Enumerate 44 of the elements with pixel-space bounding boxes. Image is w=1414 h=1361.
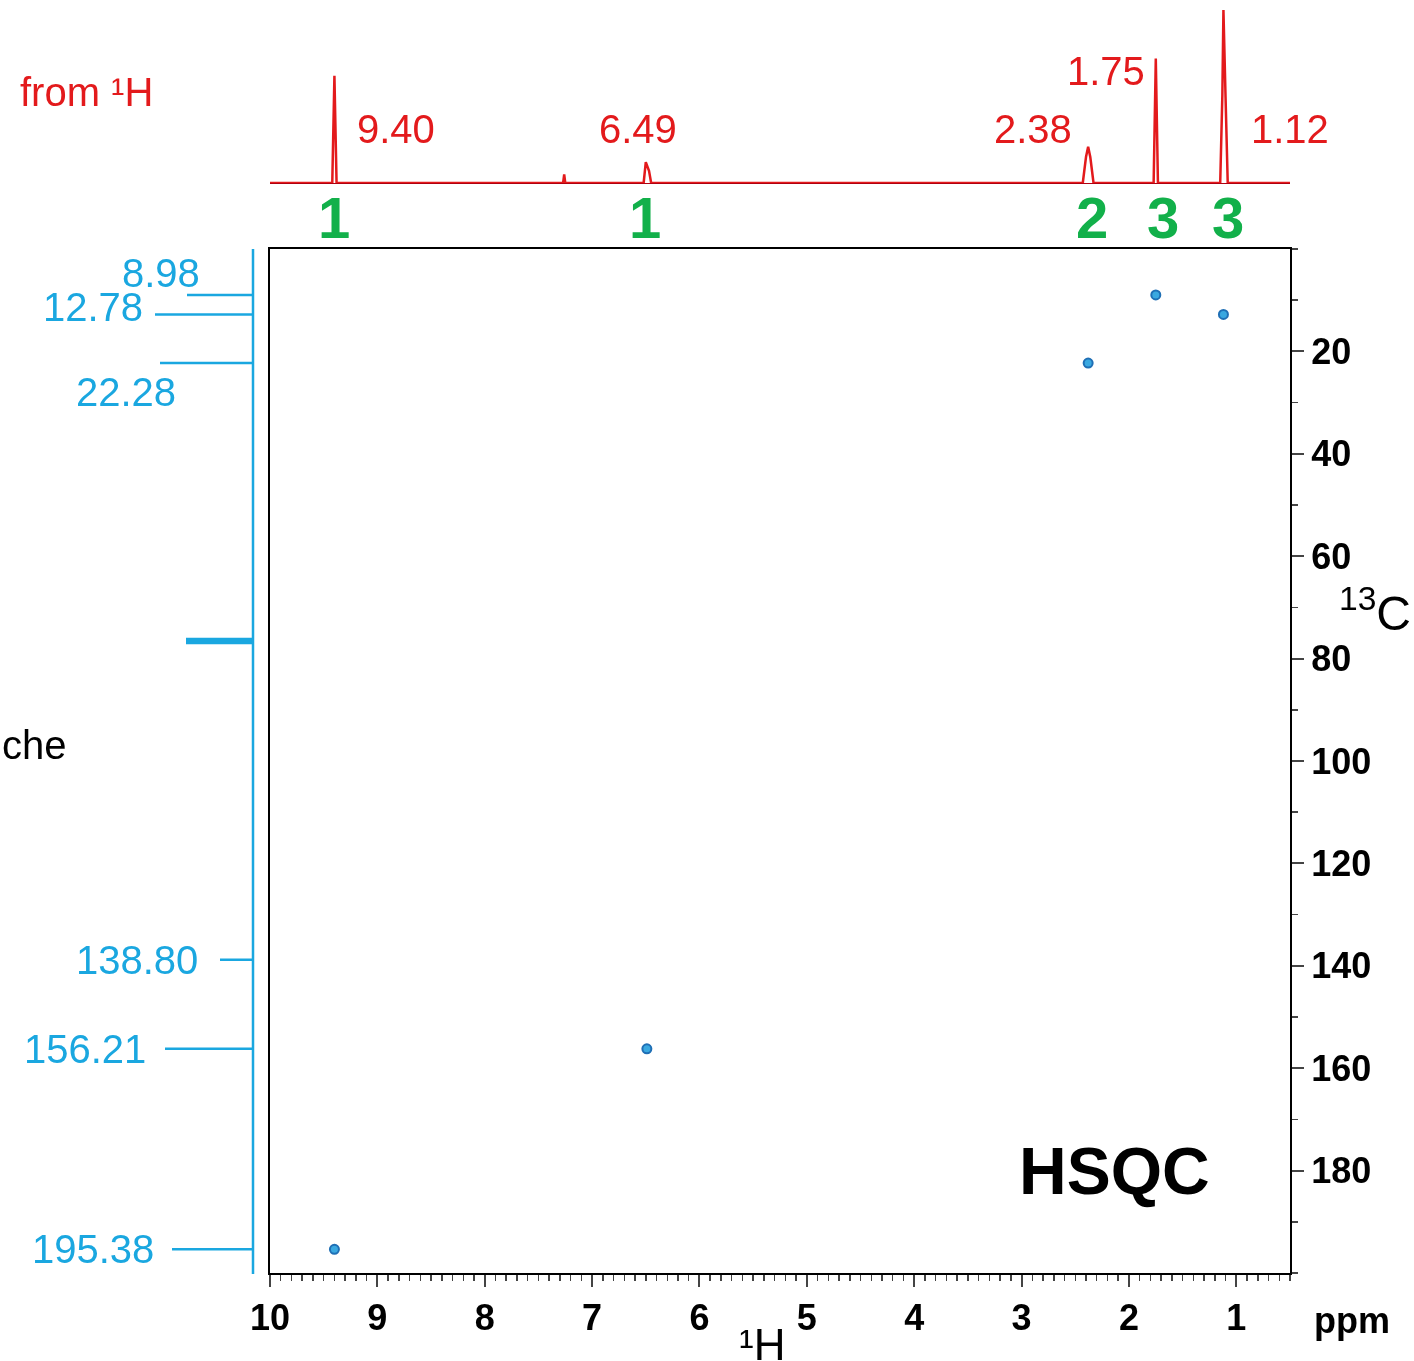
x-tick-label: 10 [249, 1297, 291, 1339]
ref-line-label: 138.80 [76, 938, 199, 982]
annotation: 3 [1147, 185, 1180, 250]
annotation: 9.40 [357, 107, 435, 151]
text: from ¹H [20, 70, 154, 114]
annotation: 2 [1076, 185, 1109, 250]
x-tick-label: 2 [1118, 1297, 1139, 1339]
annotation: 1.75 [1067, 49, 1145, 93]
text: ppm [1314, 1300, 1390, 1341]
annotation: 1.12 [1251, 107, 1329, 151]
y-tick-label: 140 [1311, 945, 1372, 987]
point [328, 1243, 340, 1255]
x-tick-label: 5 [796, 1297, 817, 1339]
x-tick-label: 1 [1226, 1297, 1247, 1339]
y-tick-label: 120 [1311, 843, 1372, 884]
x-tick-label: 9 [367, 1297, 388, 1339]
x-axis-title: ¹H [739, 1320, 786, 1361]
text: che [2, 723, 67, 767]
ref-line-label: 22.28 [76, 370, 177, 414]
ref-line-label: 156.21 [24, 1027, 147, 1071]
annotation: 1 [318, 185, 351, 250]
annotation: 3 [1212, 185, 1245, 250]
point [1082, 357, 1094, 369]
point [1217, 308, 1229, 320]
annotation: HSQC [1019, 1134, 1210, 1208]
y-tick-label: 160 [1311, 1047, 1372, 1089]
point [1150, 289, 1162, 301]
annotation: 2.38 [994, 107, 1072, 151]
annotation: 6.49 [599, 107, 677, 151]
x-tick-label: 3 [1011, 1297, 1032, 1339]
y-tick-label: 40 [1311, 433, 1352, 475]
x-tick-label: 7 [582, 1297, 603, 1339]
y-tick-label: 180 [1311, 1150, 1372, 1192]
ref-line-label: 195.38 [32, 1227, 155, 1271]
x-tick-label: 8 [474, 1297, 495, 1339]
x-tick-label: 4 [904, 1297, 925, 1339]
y-tick-label: 60 [1311, 535, 1352, 577]
y-tick-label: 100 [1311, 740, 1372, 782]
annotation: 1 [629, 185, 662, 250]
x-tick-label: 6 [689, 1297, 710, 1339]
y-axis-title: $^{13}$C [1339, 580, 1412, 641]
y-tick-label: 20 [1311, 331, 1352, 372]
y-tick-label: 80 [1311, 638, 1352, 680]
point [641, 1043, 653, 1055]
